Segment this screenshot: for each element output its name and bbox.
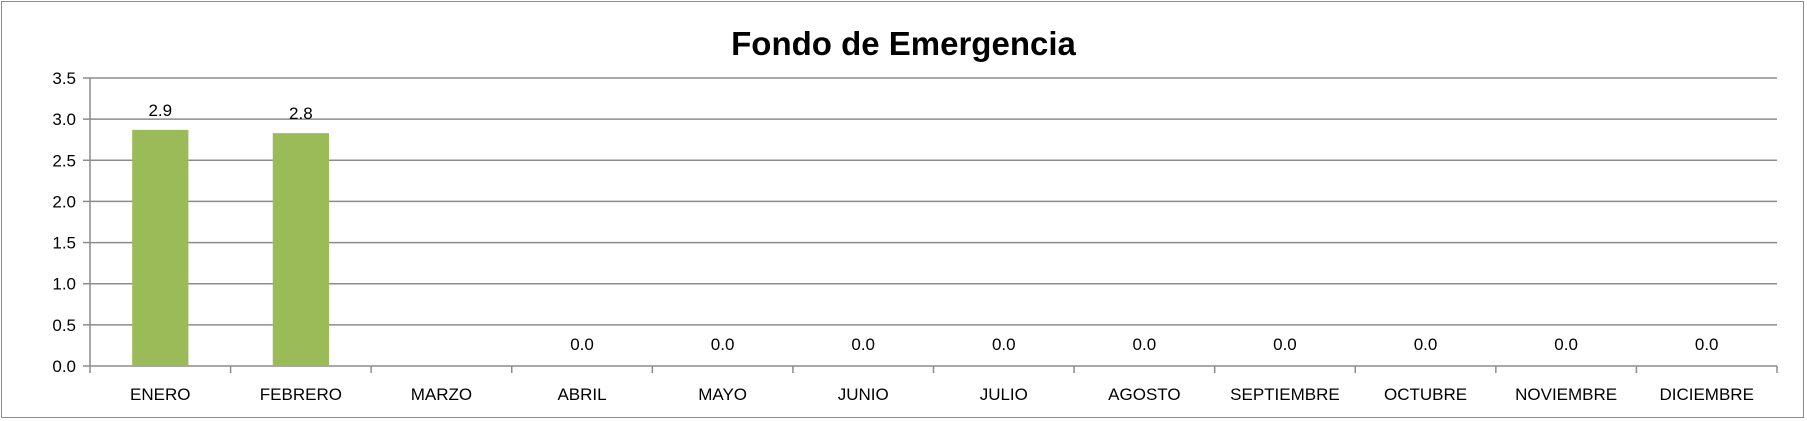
y-tick-label: 1.5 bbox=[52, 234, 76, 253]
bars bbox=[132, 129, 329, 366]
chart-title: Fondo de Emergencia bbox=[731, 25, 1076, 62]
x-tick-label: ENERO bbox=[130, 385, 190, 404]
x-tick-label: NOVIEMBRE bbox=[1515, 385, 1617, 404]
bar bbox=[132, 129, 189, 366]
y-tick-label: 0.5 bbox=[52, 316, 76, 335]
x-tick-label: MARZO bbox=[411, 385, 472, 404]
x-tick-label: FEBRERO bbox=[260, 385, 342, 404]
data-label: 0.0 bbox=[1273, 335, 1297, 354]
x-tick-label: JUNIO bbox=[838, 385, 889, 404]
x-tick-label: DICIEMBRE bbox=[1659, 385, 1753, 404]
data-label: 0.0 bbox=[992, 335, 1016, 354]
y-tick-label: 3.5 bbox=[52, 69, 76, 88]
bar bbox=[272, 133, 329, 366]
y-tick-label: 3.0 bbox=[52, 110, 76, 129]
data-label: 0.0 bbox=[570, 335, 594, 354]
x-tick-label: SEPTIEMBRE bbox=[1230, 385, 1340, 404]
data-label: 2.9 bbox=[148, 101, 172, 120]
gridlines bbox=[90, 77, 1777, 326]
x-tick-label: OCTUBRE bbox=[1384, 385, 1467, 404]
data-label: 0.0 bbox=[711, 335, 735, 354]
axes bbox=[83, 77, 1778, 373]
x-tick-label: ABRIL bbox=[557, 385, 606, 404]
y-tick-label: 2.0 bbox=[52, 192, 76, 211]
labels: 0.0 0.5 1.0 1.5 2.0 2.5 3.0 3.5 ENERO 2.9 FEBRERO 2… bbox=[52, 69, 1754, 404]
x-tick-label: MAYO bbox=[698, 385, 747, 404]
x-tick-label: AGOSTO bbox=[1108, 385, 1180, 404]
data-label: 0.0 bbox=[1133, 335, 1157, 354]
data-label: 0.0 bbox=[1554, 335, 1578, 354]
data-label: 0.0 bbox=[851, 335, 875, 354]
data-label: 2.8 bbox=[289, 104, 313, 123]
data-label: 0.0 bbox=[1414, 335, 1438, 354]
data-label: 0.0 bbox=[1695, 335, 1719, 354]
x-tick-label: JULIO bbox=[980, 385, 1028, 404]
y-tick-label: 2.5 bbox=[52, 151, 76, 170]
y-tick-label: 0.0 bbox=[52, 357, 76, 376]
y-tick-label: 1.0 bbox=[52, 275, 76, 294]
